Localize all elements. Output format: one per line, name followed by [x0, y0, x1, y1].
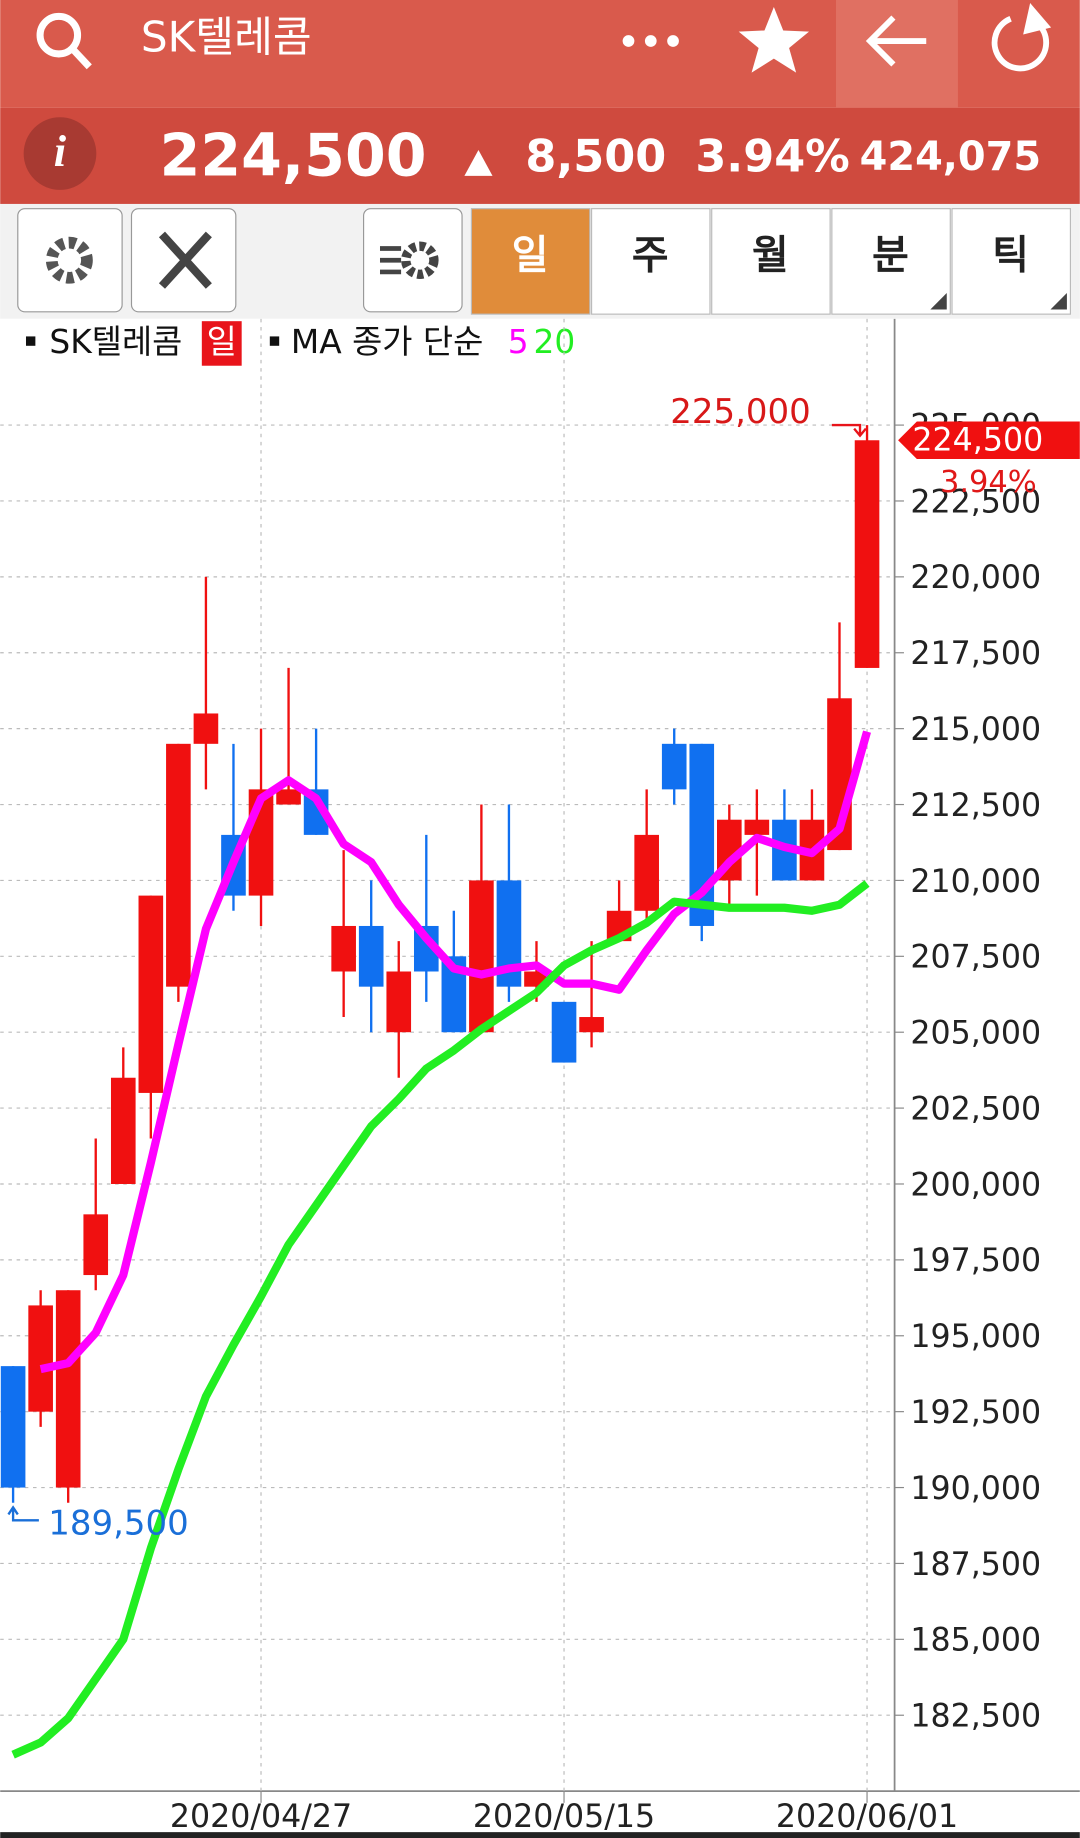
chart-area	[0, 318, 1080, 1794]
max-label: 225,000	[670, 392, 811, 432]
y-tick-label: 210,000	[910, 864, 1041, 900]
y-tick-label: 212,500	[910, 788, 1041, 824]
y-tick-label: 182,500	[910, 1699, 1041, 1735]
candle-body	[579, 1017, 604, 1033]
info-glyph: i	[54, 126, 67, 176]
y-tick-label: 207,500	[910, 940, 1041, 976]
y-tick-label: 200,000	[910, 1167, 1041, 1203]
last-change-label: 3.94%	[940, 465, 1037, 500]
back-bg	[835, 0, 958, 108]
up-triangle	[464, 150, 493, 176]
y-tick-label: 215,000	[910, 712, 1041, 748]
candle-body	[193, 713, 219, 744]
nav-edge	[0, 1832, 1080, 1838]
period-tab[interactable]	[831, 208, 951, 315]
candle-body	[138, 895, 164, 1093]
change-pct: 3.94%	[695, 130, 850, 182]
candle-body	[83, 1214, 109, 1276]
candle-body	[276, 789, 301, 805]
legend-symbol: SK텔레콤	[49, 323, 182, 361]
tools-button[interactable]	[130, 208, 237, 313]
x-tick-label: 2020/06/01	[776, 1799, 958, 1835]
y-tick-label: 187,500	[910, 1547, 1041, 1583]
quote-bar	[0, 107, 1080, 204]
period-label: 주	[632, 232, 669, 278]
back-icon[interactable]	[865, 15, 927, 67]
legend-ma: MA 종가 단순	[291, 323, 483, 361]
favorite-icon[interactable]	[738, 7, 810, 73]
y-tick-label: 190,000	[910, 1471, 1041, 1507]
candle-body	[358, 925, 384, 987]
y-tick-label: 195,000	[910, 1319, 1041, 1355]
period-tab[interactable]	[951, 208, 1072, 315]
indicator-button[interactable]	[362, 208, 463, 313]
period-label: 틱	[992, 232, 1029, 278]
period-label: 일	[512, 232, 549, 278]
price: 224,500	[160, 122, 427, 190]
candle-body	[55, 1290, 81, 1488]
candle-body	[634, 834, 659, 911]
candle-body	[166, 743, 191, 987]
x-tick-label: 2020/05/15	[473, 1799, 655, 1835]
min-arrow	[7, 1505, 39, 1522]
x-tick-label: 2020/04/27	[170, 1799, 352, 1835]
refresh-icon[interactable]	[991, 3, 1052, 72]
period-tab[interactable]	[590, 208, 711, 315]
tab-corner	[1050, 293, 1067, 310]
legend-ma-5: 5	[508, 323, 529, 361]
legend-marker	[269, 336, 280, 346]
volume: 424,075	[860, 134, 1041, 180]
legend-period: 일	[207, 323, 237, 361]
legend-marker	[25, 336, 36, 346]
y-tick-label: 205,000	[910, 1016, 1041, 1052]
min-label: 189,500	[48, 1504, 189, 1544]
y-tick-label: 185,000	[910, 1623, 1041, 1659]
candle-body	[854, 440, 880, 668]
ma-line	[11, 880, 870, 1759]
more-icon[interactable]	[622, 35, 679, 47]
candle-body	[386, 971, 412, 1033]
stock-title: SK텔레콤	[141, 12, 312, 61]
candle-body	[661, 743, 687, 790]
y-tick-label: 222,500	[910, 484, 1041, 520]
period-tab[interactable]	[470, 208, 591, 315]
search-icon[interactable]	[36, 12, 92, 70]
y-tick-label: 217,500	[910, 636, 1041, 672]
y-tick-label: 202,500	[910, 1091, 1041, 1127]
ma-line	[39, 730, 871, 1374]
legend-ma-20: 20	[534, 323, 576, 361]
candle-body	[0, 1366, 26, 1488]
candle-body	[551, 1001, 577, 1063]
candle-body	[744, 819, 770, 835]
candle-body	[331, 925, 356, 972]
candle-body	[110, 1077, 136, 1184]
last-price-tag	[898, 421, 1080, 460]
tab-corner	[930, 293, 947, 310]
settings-button[interactable]	[17, 208, 123, 313]
max-arrow	[831, 423, 867, 438]
info-icon[interactable]	[23, 117, 97, 190]
period-label: 분	[872, 232, 909, 278]
y-tick-label: 197,500	[910, 1243, 1041, 1279]
y-tick-label: 192,500	[910, 1395, 1041, 1431]
candle-body	[28, 1305, 53, 1412]
legend-period-bg	[201, 321, 242, 366]
period-tab[interactable]	[711, 208, 831, 315]
last-price-label: 224,500	[912, 422, 1043, 458]
candle-body	[469, 880, 494, 1033]
change: 8,500	[525, 130, 666, 182]
y-tick-label: 220,000	[910, 560, 1041, 596]
period-label: 월	[752, 232, 789, 278]
